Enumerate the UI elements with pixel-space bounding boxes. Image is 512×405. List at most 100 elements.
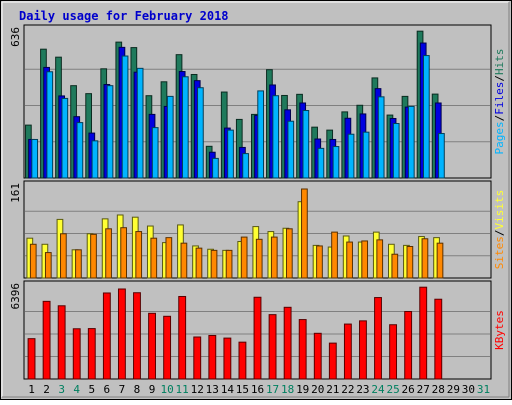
y-max-label: 6396 (9, 283, 22, 310)
bar-sites-day-9 (150, 237, 158, 279)
bar-kbytes-day-4 (72, 328, 81, 380)
bar-kbytes-day-27 (419, 286, 428, 380)
bar-pages-day-13 (212, 157, 219, 179)
panel-legend: KBytes (493, 310, 506, 350)
panel-visits-sites: 161 Sites/Visits (9, 180, 506, 279)
bar-sites-day-19 (301, 188, 308, 279)
bar-kbytes-day-2 (42, 300, 51, 380)
x-tick-label-day-17: 17 (266, 383, 279, 396)
bar-sites-day-14 (225, 249, 233, 279)
bar-sites-day-4 (75, 249, 82, 279)
x-tick-label-day-12: 12 (191, 383, 204, 396)
bar-kbytes-day-10 (163, 315, 172, 380)
bar-pages-day-4 (76, 122, 84, 179)
bar-pages-day-27 (422, 55, 430, 179)
bar-sites-day-27 (421, 238, 429, 279)
bar-kbytes-day-21 (328, 342, 337, 380)
bar-sites-day-6 (105, 228, 112, 279)
y-max-label: 636 (9, 27, 22, 47)
bar-pages-day-7 (121, 55, 129, 179)
legend-files: Files (493, 82, 506, 115)
bar-pages-day-14 (227, 129, 234, 179)
bar-sites-day-26 (406, 245, 414, 279)
bar-kbytes-day-13 (208, 334, 217, 380)
x-tick-label-day-11: 11 (176, 383, 189, 396)
bar-sites-day-13 (210, 249, 218, 279)
bar-kbytes-day-16 (253, 296, 262, 380)
x-tick-label-day-26: 26 (402, 383, 415, 396)
legend-pages: Pages (493, 121, 506, 154)
bar-kbytes-day-18 (283, 306, 292, 380)
bar-sites-day-28 (436, 242, 444, 279)
bar-kbytes-day-26 (404, 311, 413, 380)
bar-pages-day-23 (362, 131, 370, 179)
bar-sites-day-20 (316, 245, 323, 279)
x-tick-label-day-28: 28 (432, 383, 445, 396)
chart-title: Daily usage for February 2018 (19, 9, 229, 23)
y-max-label: 161 (9, 183, 22, 203)
bar-pages-day-3 (61, 97, 69, 179)
bar-kbytes-day-8 (133, 292, 141, 380)
bar-kbytes-day-20 (313, 332, 322, 380)
bar-kbytes-day-14 (223, 337, 232, 380)
bar-kbytes-day-22 (343, 323, 352, 380)
x-tick-label-day-24: 24 (371, 383, 385, 396)
bar-sites-day-10 (165, 237, 173, 279)
bar-pages-day-22 (347, 133, 355, 179)
legend-separator: / (493, 230, 506, 237)
bar-pages-day-12 (197, 87, 204, 179)
bar-pages-day-2 (46, 71, 54, 179)
bar-kbytes-day-3 (57, 305, 66, 380)
x-tick-label-day-18: 18 (281, 383, 294, 396)
x-tick-label-day-6: 6 (104, 383, 111, 396)
x-tick-label-day-22: 22 (341, 383, 354, 396)
bar-pages-day-18 (287, 120, 295, 179)
x-tick-label-day-10: 10 (160, 383, 173, 396)
bar-pages-day-16 (257, 90, 265, 179)
x-tick-label-day-31: 31 (477, 383, 490, 396)
bar-sites-day-15 (240, 236, 248, 279)
bar-pages-day-10 (166, 95, 174, 179)
legend-sites: Sites (493, 236, 506, 269)
bar-pages-day-8 (136, 67, 144, 179)
bar-sites-day-11 (180, 242, 188, 279)
chart-panels: 636Pages/Files/Hits161Sites/Visits6396KB… (9, 24, 506, 380)
bar-pages-day-20 (317, 147, 325, 179)
bar-pages-day-21 (332, 146, 340, 179)
bar-sites-day-21 (331, 231, 338, 279)
bar-sites-day-16 (255, 238, 263, 279)
bar-pages-day-19 (302, 110, 310, 179)
bar-kbytes-day-19 (298, 319, 307, 380)
legend-separator: / (493, 115, 506, 122)
x-tick-label-day-5: 5 (88, 383, 95, 396)
bar-kbytes-day-11 (178, 295, 187, 380)
x-tick-label-day-25: 25 (386, 383, 399, 396)
x-tick-label-day-20: 20 (311, 383, 324, 396)
bar-pages-day-28 (438, 133, 445, 179)
bar-pages-day-15 (242, 153, 249, 179)
x-tick-label-day-3: 3 (58, 383, 65, 396)
legend-hits: Hits (493, 49, 506, 76)
bar-kbytes-day-5 (87, 328, 96, 380)
bar-pages-day-5 (91, 140, 99, 179)
bar-kbytes-day-24 (374, 297, 382, 380)
bar-sites-day-2 (44, 252, 52, 279)
panel-legend: Pages/Files/Hits (493, 49, 506, 155)
bar-kbytes-day-23 (359, 320, 367, 380)
bar-pages-day-26 (407, 105, 415, 179)
bar-pages-day-11 (181, 76, 189, 179)
bar-sites-day-1 (29, 243, 37, 279)
x-axis-tick-labels: 1 2 3 4 5 6 7 8 9 10 11 12 13 14 15 16 17 18 19 20 21 22 23 24 2… (28, 383, 490, 396)
bar-sites-day-25 (391, 253, 399, 279)
bar-sites-day-18 (285, 228, 293, 279)
bar-kbytes-day-15 (238, 341, 247, 380)
bar-kbytes-day-6 (102, 292, 111, 380)
bar-sites-day-8 (135, 231, 143, 279)
bar-sites-day-12 (195, 247, 203, 279)
x-tick-label-day-15: 15 (236, 383, 249, 396)
bar-kbytes-day-17 (268, 314, 277, 380)
x-tick-label-day-1: 1 (28, 383, 35, 396)
